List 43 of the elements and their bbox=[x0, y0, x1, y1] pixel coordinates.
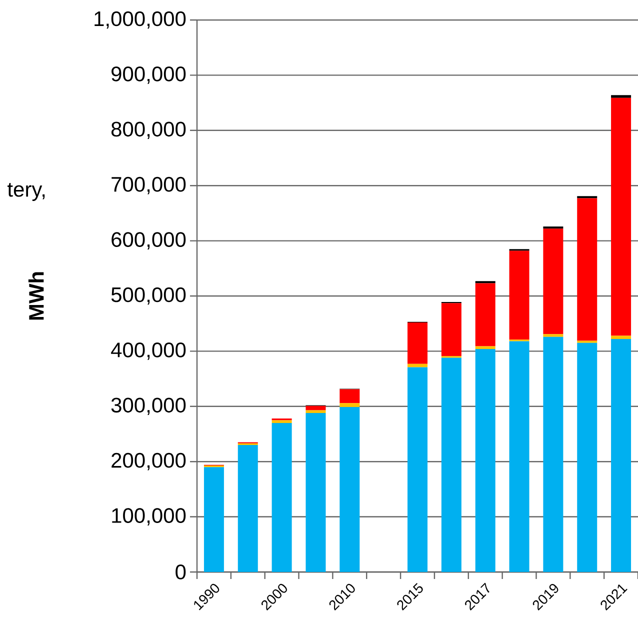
bar bbox=[543, 336, 564, 572]
bar bbox=[577, 198, 598, 341]
y-tick-label: 400,000 bbox=[111, 342, 186, 360]
bar bbox=[340, 403, 360, 407]
bar bbox=[543, 228, 564, 334]
bar bbox=[340, 389, 360, 404]
bar bbox=[441, 303, 462, 356]
bar bbox=[272, 420, 292, 423]
bar bbox=[543, 334, 564, 337]
bar bbox=[611, 98, 632, 336]
y-tick-label: 900,000 bbox=[112, 66, 186, 84]
bar bbox=[306, 410, 326, 414]
bar bbox=[272, 422, 292, 572]
y-tick-label: 600,000 bbox=[112, 232, 186, 250]
y-tick-label: 800,000 bbox=[111, 122, 186, 140]
bar bbox=[408, 364, 428, 368]
bar bbox=[475, 283, 496, 346]
bar bbox=[306, 413, 326, 572]
bar bbox=[611, 339, 632, 572]
y-tick-label: 1,000,000 bbox=[94, 11, 186, 29]
bar bbox=[611, 336, 632, 340]
bar bbox=[408, 367, 428, 572]
bar bbox=[441, 358, 462, 572]
text: tery, bbox=[8, 183, 45, 201]
bar bbox=[543, 226, 564, 229]
y-tick-label: 100,000 bbox=[112, 508, 186, 526]
y-tick-label: 700,000 bbox=[112, 176, 186, 194]
bar bbox=[577, 342, 598, 572]
bar bbox=[204, 467, 224, 572]
bar bbox=[340, 406, 360, 572]
y-tick-label: 300,000 bbox=[111, 398, 186, 416]
bar bbox=[408, 322, 428, 364]
bar bbox=[611, 95, 632, 98]
bar bbox=[238, 445, 258, 572]
bar bbox=[306, 406, 326, 410]
y-tick-label: 0 bbox=[176, 564, 186, 580]
bar bbox=[475, 348, 496, 572]
y-tick-label: 500,000 bbox=[111, 287, 186, 305]
y-tick-label: 200,000 bbox=[112, 452, 186, 470]
bar bbox=[475, 346, 496, 349]
y-axis-title: MWh bbox=[28, 272, 44, 320]
bar bbox=[509, 250, 530, 340]
bar bbox=[509, 341, 530, 572]
